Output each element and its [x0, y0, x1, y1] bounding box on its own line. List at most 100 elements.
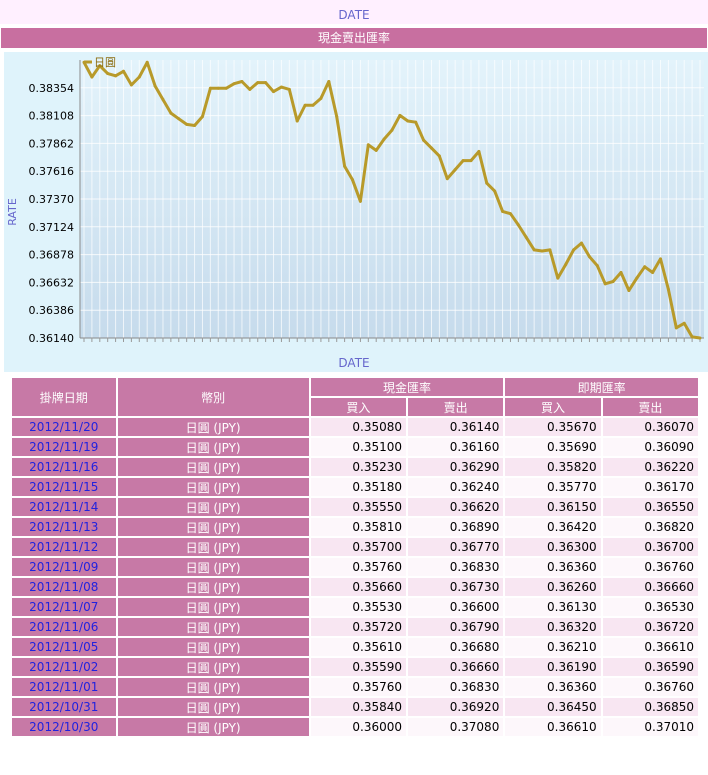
- data-point: [351, 178, 355, 182]
- y-tick-label: 0.36632: [29, 276, 75, 289]
- y-tick-label: 0.37370: [29, 193, 75, 206]
- data-point: [493, 189, 497, 193]
- cash-sell-cell: 0.36620: [408, 498, 504, 516]
- cash-sell-cell: 0.36770: [408, 538, 504, 556]
- date-link[interactable]: 2012/11/12: [29, 540, 99, 554]
- cash-buy-cell: 0.35720: [310, 618, 407, 636]
- table-row: 2012/11/01 日圓 (JPY) 0.35760 0.36830 0.36360 0…: [12, 678, 698, 696]
- data-point: [659, 257, 663, 261]
- y-tick-label: 0.36878: [29, 249, 75, 262]
- table-row: 2012/11/05 日圓 (JPY) 0.35610 0.36680 0.36210 0…: [12, 638, 698, 656]
- data-point: [437, 154, 441, 158]
- data-point: [287, 87, 291, 91]
- data-point: [208, 86, 212, 90]
- data-point: [398, 113, 402, 117]
- legend-label: 日圓: [94, 56, 116, 69]
- date-cell: 2012/10/31: [12, 698, 116, 716]
- y-tick-label: 0.38108: [29, 110, 75, 123]
- date-cell: 2012/11/14: [12, 498, 116, 516]
- cash-sell-cell: 0.36830: [408, 678, 504, 696]
- data-point: [256, 81, 260, 85]
- spot-buy-cell: 0.35690: [505, 438, 601, 456]
- data-point: [406, 119, 410, 123]
- date-link[interactable]: 2012/11/14: [29, 500, 99, 514]
- cash-buy-cell: 0.35530: [310, 598, 407, 616]
- data-point: [690, 335, 694, 339]
- data-point: [516, 223, 520, 227]
- data-point: [698, 336, 702, 340]
- currency-cell: 日圓 (JPY): [117, 658, 309, 676]
- y-tick-label: 0.37124: [29, 221, 75, 234]
- table-row: 2012/11/15 日圓 (JPY) 0.35180 0.36240 0.35770 0…: [12, 478, 698, 496]
- date-cell: 2012/11/02: [12, 658, 116, 676]
- date-link[interactable]: 2012/11/16: [29, 460, 99, 474]
- currency-cell: 日圓 (JPY): [117, 598, 309, 616]
- cash-sell-cell: 0.36890: [408, 518, 504, 536]
- currency-cell: 日圓 (JPY): [117, 718, 309, 736]
- date-link[interactable]: 2012/11/19: [29, 440, 99, 454]
- x-axis-label-top: DATE: [338, 8, 370, 22]
- date-link[interactable]: 2012/11/06: [29, 620, 99, 634]
- data-point: [185, 122, 189, 126]
- data-point: [327, 79, 331, 83]
- y-tick-label: 0.38354: [29, 82, 75, 95]
- cash-buy-cell: 0.35660: [310, 578, 407, 596]
- data-point: [595, 264, 599, 268]
- date-link[interactable]: 2012/11/07: [29, 600, 99, 614]
- date-link[interactable]: 2012/11/20: [29, 420, 99, 434]
- data-point: [200, 115, 204, 119]
- data-point: [469, 159, 473, 163]
- date-link[interactable]: 2012/10/30: [29, 720, 99, 734]
- date-link[interactable]: 2012/11/01: [29, 680, 99, 694]
- date-link[interactable]: 2012/11/08: [29, 580, 99, 594]
- data-point: [232, 82, 236, 86]
- date-link[interactable]: 2012/11/02: [29, 660, 99, 674]
- data-point: [343, 164, 347, 168]
- spot-buy-cell: 0.36360: [505, 678, 601, 696]
- data-point: [264, 81, 268, 85]
- data-point: [548, 248, 552, 252]
- cash-buy-cell: 0.35810: [310, 518, 407, 536]
- currency-cell: 日圓 (JPY): [117, 518, 309, 536]
- spot-buy-cell: 0.35770: [505, 478, 601, 496]
- data-point: [461, 159, 465, 163]
- spot-buy-cell: 0.36610: [505, 718, 601, 736]
- spot-buy-cell: 0.36450: [505, 698, 601, 716]
- date-cell: 2012/11/19: [12, 438, 116, 456]
- date-cell: 2012/11/05: [12, 638, 116, 656]
- currency-cell: 日圓 (JPY): [117, 698, 309, 716]
- date-link[interactable]: 2012/11/13: [29, 520, 99, 534]
- header-spot-rate: 即期匯率: [505, 378, 698, 396]
- date-link[interactable]: 2012/11/05: [29, 640, 99, 654]
- cash-sell-cell: 0.36680: [408, 638, 504, 656]
- data-point: [279, 85, 283, 89]
- data-point: [358, 199, 362, 203]
- data-point: [674, 326, 678, 330]
- spot-sell-cell: 0.36090: [602, 438, 698, 456]
- cash-buy-cell: 0.35760: [310, 558, 407, 576]
- spot-buy-cell: 0.35670: [505, 418, 601, 436]
- cash-sell-cell: 0.36920: [408, 698, 504, 716]
- data-point: [161, 98, 165, 102]
- date-cell: 2012/11/09: [12, 558, 116, 576]
- date-link[interactable]: 2012/11/15: [29, 480, 99, 494]
- chart-panel: 0.38354 0.38108 0.37862 0.37616 0.37370 0.371…: [4, 52, 708, 372]
- cash-buy-cell: 0.35840: [310, 698, 407, 716]
- data-point: [477, 150, 481, 154]
- cash-sell-cell: 0.36290: [408, 458, 504, 476]
- spot-sell-cell: 0.36220: [602, 458, 698, 476]
- data-point: [374, 148, 378, 152]
- data-point: [524, 235, 528, 239]
- data-point: [366, 143, 370, 147]
- data-point: [121, 69, 125, 73]
- header-cash-buy: 買入: [310, 398, 407, 416]
- date-cell: 2012/11/20: [12, 418, 116, 436]
- chart-title-bar: 現金賣出匯率: [1, 28, 707, 48]
- date-link[interactable]: 2012/10/31: [29, 700, 99, 714]
- y-tick-label: 0.37862: [29, 137, 75, 150]
- data-point: [240, 79, 244, 83]
- spot-sell-cell: 0.36550: [602, 498, 698, 516]
- data-point: [532, 248, 536, 252]
- cash-buy-cell: 0.35590: [310, 658, 407, 676]
- date-link[interactable]: 2012/11/09: [29, 560, 99, 574]
